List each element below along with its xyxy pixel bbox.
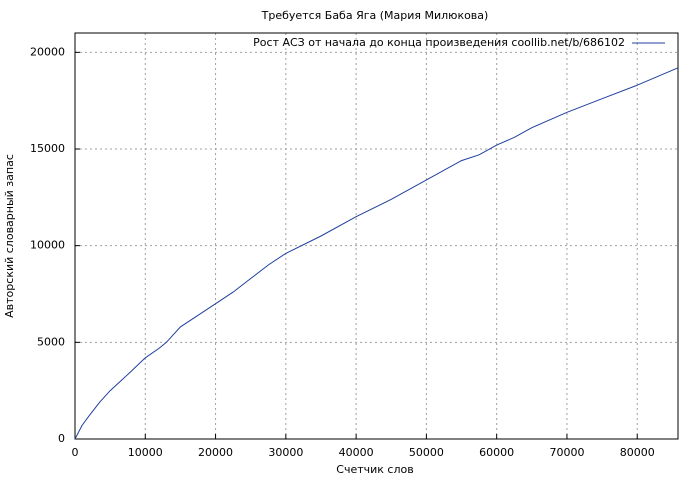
x-axis-label: Счетчик слов [336,463,413,476]
y-axis-label: Авторский словарный запас [3,154,16,318]
x-tick-label: 20000 [198,446,233,459]
x-tick-label: 10000 [128,446,163,459]
x-tick-label: 30000 [268,446,303,459]
plot-frame [74,32,679,440]
chart-title: Требуется Баба Яга (Мария Милюкова) [261,9,489,22]
x-tick-label: 40000 [339,446,374,459]
x-tick-label: 0 [72,446,79,459]
y-tick-label: 0 [58,432,65,445]
y-tick-label: 20000 [30,45,65,58]
line-series [74,67,679,440]
legend-label: Рост АСЗ от начала до конца произведения… [253,36,625,49]
y-tick-label: 10000 [30,239,65,252]
y-tick-label: 15000 [30,142,65,155]
y-tick-label: 5000 [37,335,65,348]
x-tick-label: 80000 [620,446,655,459]
x-tick-label: 60000 [479,446,514,459]
x-tick-label: 70000 [549,446,584,459]
x-tick-label: 50000 [409,446,444,459]
